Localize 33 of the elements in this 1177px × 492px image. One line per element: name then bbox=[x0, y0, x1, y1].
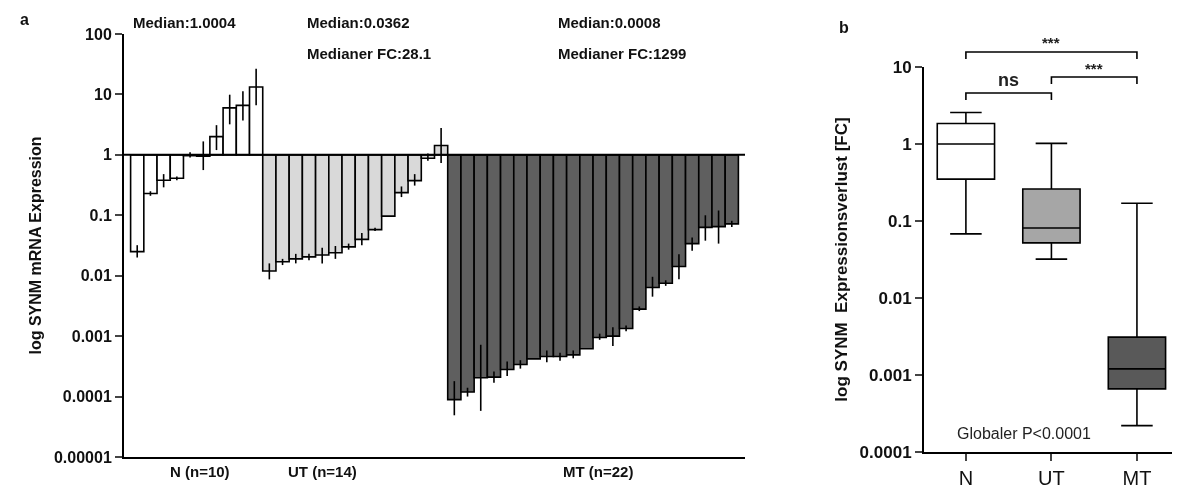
text: MT (n=22) bbox=[563, 463, 634, 480]
y-tick-label: 0.0001 bbox=[62, 388, 112, 406]
x-tick-label: UT bbox=[1038, 467, 1065, 489]
y-tick-label: 1 bbox=[902, 134, 912, 154]
y-tick-label: 100 bbox=[85, 25, 112, 43]
chart-title: b bbox=[839, 19, 849, 36]
annotation: Globaler P<0.0001 bbox=[957, 425, 1091, 442]
text: N (n=10) bbox=[170, 463, 230, 480]
y-tick-label: 0.01 bbox=[878, 288, 912, 308]
annotation: ns bbox=[998, 70, 1020, 90]
y-tick-label: 1 bbox=[102, 146, 112, 164]
y-tick-label: 0.01 bbox=[80, 267, 112, 285]
text: Median:1.0004 bbox=[133, 14, 237, 31]
y-axis-title: log SYNM mRNA Expression bbox=[27, 136, 45, 355]
y-axis-title: log SYNM Expressionsverlust [FC] bbox=[831, 117, 851, 402]
y-tick-label: 0.001 bbox=[869, 365, 912, 385]
x-tick-label: N bbox=[958, 467, 974, 489]
annotation: Medianer FC:28.1 bbox=[307, 45, 432, 62]
annotation: *** bbox=[1085, 60, 1103, 77]
text: Median:0.0008 bbox=[558, 14, 661, 31]
text: *** bbox=[1042, 34, 1060, 51]
y-tick-label: 0.1 bbox=[887, 211, 912, 231]
y-tick-label: 0.1 bbox=[89, 206, 112, 224]
text: Median:0.0362 bbox=[307, 14, 410, 31]
text: UT (n=14) bbox=[288, 463, 357, 480]
chart-title: a bbox=[20, 11, 29, 28]
x-tick-label: MT bbox=[1122, 467, 1152, 489]
y-tick-label: 0.0001 bbox=[859, 442, 912, 462]
y-tick-label: 0.00001 bbox=[53, 448, 112, 466]
y-tick-label: 0.001 bbox=[71, 327, 112, 345]
annotation: Medianer FC:1299 bbox=[558, 45, 687, 62]
y-tick-label: 10 bbox=[94, 86, 112, 104]
y-tick-label: 10 bbox=[892, 57, 912, 77]
